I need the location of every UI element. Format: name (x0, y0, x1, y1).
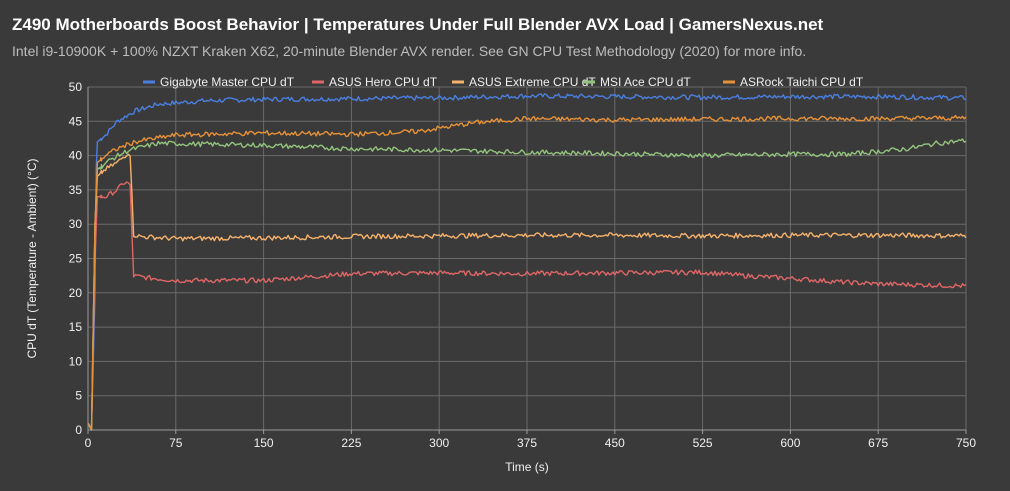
x-tick-label: 0 (85, 436, 92, 450)
legend-label: ASUS Extreme CPU dT (469, 75, 596, 89)
axes: 0 5 10 15 20 25 30 35 40 45 50 0 75 150 225 300 375 450 52… (69, 80, 977, 450)
series-line-3 (87, 138, 967, 431)
y-tick-label: 20 (69, 286, 83, 300)
series-line-1 (87, 181, 967, 431)
y-tick-label: 10 (69, 354, 83, 368)
x-tick-label: 525 (693, 436, 713, 450)
y-tick-label: 30 (69, 217, 83, 231)
x-tick-label: 75 (169, 436, 183, 450)
series-line-4 (87, 114, 967, 431)
y-tick-label: 0 (75, 423, 82, 437)
y-tick-label: 35 (69, 183, 83, 197)
y-tick-label: 40 (69, 149, 83, 163)
y-tick-label: 50 (69, 80, 83, 94)
x-tick-label: 750 (956, 436, 976, 450)
series-lines (87, 93, 967, 431)
legend: Gigabyte Master CPU dT ASUS Hero CPU dT AS… (143, 75, 864, 89)
legend-label: Gigabyte Master CPU dT (160, 75, 295, 89)
y-tick-label: 5 (75, 389, 82, 403)
legend-label: ASUS Hero CPU dT (329, 75, 438, 89)
y-tick-label: 45 (69, 114, 83, 128)
grid (87, 86, 967, 431)
x-tick-label: 600 (780, 436, 800, 450)
x-axis-label: Time (s) (505, 460, 549, 474)
x-tick-label: 225 (341, 436, 361, 450)
x-tick-label: 300 (429, 436, 449, 450)
y-axis-label: CPU dT (Temperature - Ambient) (°C) (25, 159, 39, 359)
x-tick-label: 375 (517, 436, 537, 450)
x-tick-label: 450 (605, 436, 625, 450)
series-line-0 (87, 93, 967, 431)
legend-label: MSI Ace CPU dT (600, 75, 691, 89)
series-line-2 (87, 153, 967, 431)
y-tick-label: 25 (69, 252, 83, 266)
chart-subtitle: Intel i9-10900K + 100% NZXT Kraken X62, … (12, 43, 807, 59)
x-tick-label: 150 (254, 436, 274, 450)
legend-label: ASRock Taichi CPU dT (740, 75, 864, 89)
y-tick-label: 15 (69, 320, 83, 334)
x-tick-label: 675 (868, 436, 888, 450)
chart-title: Z490 Motherboards Boost Behavior | Tempe… (12, 15, 824, 34)
